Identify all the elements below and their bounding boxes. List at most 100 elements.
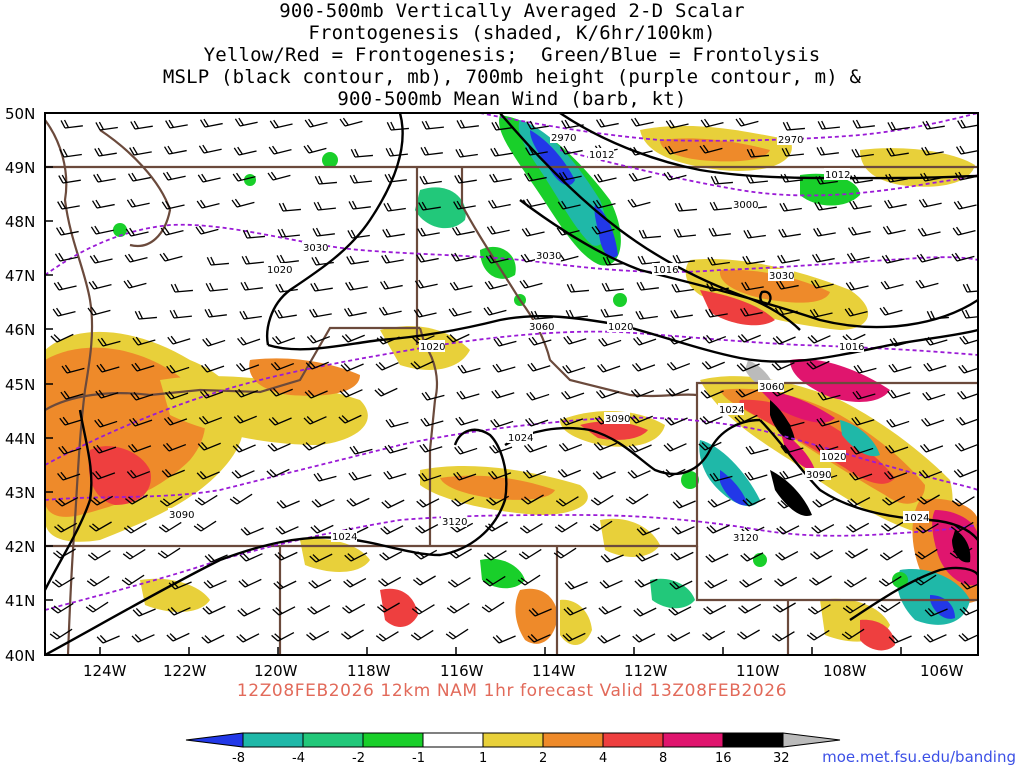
wind-barb (492, 363, 516, 373)
wind-barb (779, 470, 803, 480)
wind-barb (852, 119, 875, 129)
wind-barb (592, 199, 616, 209)
wind-barb (698, 441, 722, 451)
wind-barb (743, 229, 766, 239)
wind-barb (734, 414, 758, 424)
wind-barb (198, 415, 223, 425)
wind-barb (130, 120, 153, 130)
wind-barb (60, 119, 83, 129)
chart-title: 900-500mb Vertically Averaged 2-D Scalar… (0, 0, 1024, 110)
colorbar-swatch (722, 732, 784, 748)
wind-barb (339, 117, 363, 127)
wind-barb (195, 225, 219, 235)
wind-barb (888, 634, 912, 644)
lon-label: 120W (254, 662, 298, 680)
wind-barb (847, 496, 871, 507)
wind-barb (630, 117, 654, 127)
title-line-2: Frontogenesis (shaded, K/6hr/100km) (308, 22, 716, 44)
wind-barb (523, 172, 547, 182)
wind-barb (277, 228, 300, 238)
lon-label: 116W (440, 662, 484, 680)
wind-barb (561, 119, 584, 129)
wind-barb (598, 605, 622, 615)
wind-barb (709, 201, 732, 211)
wind-barb (449, 281, 473, 291)
wind-barb (310, 524, 334, 534)
wind-barb (95, 389, 119, 399)
wind-barb (275, 283, 298, 293)
wind-barb (267, 171, 291, 181)
wind-barb (91, 199, 115, 209)
wind-barb (378, 306, 402, 316)
wind-barb (455, 416, 479, 426)
wind-barb (375, 362, 399, 371)
wind-barb (701, 360, 725, 370)
lat-label: 46N (5, 321, 35, 339)
wind-barb (93, 444, 117, 454)
wind-barb (700, 389, 724, 399)
mslp-1024d (849, 566, 978, 621)
mslp-label-text: 1024 (719, 405, 744, 416)
mslp-label-text: 1020 (420, 342, 445, 353)
wind-barb (269, 119, 293, 129)
wind-barb (87, 306, 111, 316)
mslp-label-text: 1024 (332, 532, 357, 543)
wind-barb (922, 391, 946, 401)
title-line-1: 900-500mb Vertically Averaged 2-D Scalar (279, 0, 745, 22)
wind-barb (673, 228, 696, 238)
longitude-axis: 124W 122W 120W 118W 116W 114W 112W 110W … (83, 647, 964, 680)
wind-barb (557, 468, 581, 478)
colorbar-swatch (782, 732, 841, 748)
wind-barb (522, 469, 547, 479)
wind-barb (559, 416, 584, 426)
wind-barb (808, 575, 832, 586)
wind-barb (204, 553, 228, 563)
wind-barb (957, 119, 978, 129)
wind-barb (346, 497, 370, 507)
wind-barb (197, 173, 221, 183)
wind-barb (202, 605, 226, 615)
lon-label: 110W (736, 662, 780, 680)
lat-label: 40N (5, 647, 35, 665)
wind-barb (132, 336, 156, 346)
wind-barb (166, 364, 190, 374)
wind-barb (194, 494, 218, 506)
wind-barb (739, 577, 763, 588)
wind-barb (124, 494, 148, 505)
wind-barb (880, 280, 904, 290)
wind-barb (60, 390, 84, 400)
mslp-label-text: 1020 (267, 265, 292, 276)
mslp-1012a (499, 113, 801, 331)
wind-barb (414, 549, 438, 560)
wind-barb (131, 362, 155, 372)
credit-link[interactable]: moe.met.fsu.edu/banding (822, 748, 1016, 766)
wind-barb (483, 306, 507, 316)
title-line-5: 900-500mb Mean Wind (barb, kt) (337, 88, 687, 110)
wind-barb (709, 472, 733, 482)
wind-barb (416, 498, 440, 508)
mslp-label-text: 1020 (608, 322, 633, 333)
height-label: 3060 (758, 380, 784, 393)
wind-barb (669, 580, 693, 590)
height-label: 2970 (777, 133, 803, 146)
wind-barb (924, 336, 948, 346)
wind-barb (242, 229, 265, 239)
mslp-label: 1020 (266, 263, 292, 276)
wind-barb (591, 225, 615, 235)
wind-barb (625, 493, 649, 505)
wind-barb (771, 631, 795, 642)
wind-barb (883, 199, 907, 209)
wind-barb (595, 118, 619, 128)
wind-barb (562, 364, 586, 374)
wind-barb (527, 634, 551, 643)
wind-barb (636, 526, 660, 536)
lat-label: 49N (5, 159, 35, 177)
wind-barb (420, 146, 443, 156)
wind-barb (267, 443, 291, 452)
wind-barb (493, 337, 517, 347)
wind-barb (348, 471, 372, 481)
wind-barb (633, 607, 657, 617)
colorbar-swatch (662, 732, 724, 748)
height-label: 3030 (535, 249, 561, 262)
wind-barb (276, 254, 299, 264)
